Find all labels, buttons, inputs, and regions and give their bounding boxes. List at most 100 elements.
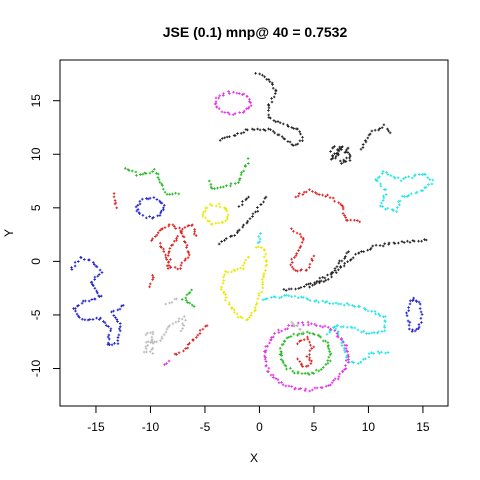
data-point [309,343,312,347]
data-point [388,131,392,135]
data-point [247,195,250,199]
data-point [408,241,412,244]
data-point [136,204,140,207]
data-point [367,355,371,359]
data-point [318,281,321,285]
data-point [345,302,349,305]
data-point [300,241,304,244]
data-point [339,302,343,306]
data-point [274,89,278,93]
data-point [343,348,346,352]
data-point [343,262,346,265]
data-point [230,307,233,310]
data-point [312,345,316,349]
data-point [407,309,410,312]
data-point [188,341,191,345]
data-point [131,169,134,173]
data-point [378,314,382,317]
data-point [230,270,233,274]
data-point [248,97,251,101]
data-point [245,94,249,98]
data-point [371,244,374,248]
data-point [156,214,159,218]
data-point [343,303,346,307]
data-point [340,204,344,207]
data-point [141,197,144,201]
data-point [242,223,245,227]
data-point [263,75,266,79]
data-point [344,255,347,258]
data-point [170,301,174,304]
data-point [282,361,285,365]
data-point [238,177,242,180]
data-point [268,341,271,345]
data-point [293,294,297,298]
data-point [151,332,155,336]
data-point [285,336,289,340]
data-point [127,169,131,172]
data-point [160,182,163,186]
data-point [354,252,357,256]
data-point [256,210,260,213]
data-point [236,229,240,233]
data-point [377,312,380,316]
data-point [336,302,340,306]
data-point [251,212,255,216]
data-point [294,269,297,272]
data-point [219,186,222,189]
data-point [198,332,202,335]
data-point [223,273,226,276]
data-point [254,72,257,75]
data-point [326,361,330,365]
data-point [291,369,295,373]
data-point [346,353,350,357]
data-point [341,369,344,373]
data-point [292,230,295,233]
data-point [382,123,386,127]
data-point [112,195,116,199]
data-point [298,340,301,343]
chart-title: JSE (0.1) mnp@ 40 = 0.7532 [163,24,348,40]
data-point [312,372,315,375]
data-point [75,312,79,316]
data-point [191,338,195,341]
data-point [273,131,276,135]
data-point [244,128,248,131]
data-point [93,263,96,266]
data-point [226,111,230,114]
data-point [258,72,261,76]
data-point [265,258,268,262]
x-tick-label: -10 [142,420,160,434]
data-point [187,292,191,295]
data-point [299,286,303,289]
data-point [174,320,178,324]
data-point [398,199,402,203]
data-point [70,266,73,269]
data-point [86,318,90,322]
data-point [301,136,304,139]
data-point [333,269,337,272]
data-point [251,127,254,131]
data-point [418,302,422,306]
data-point [258,237,262,241]
data-point [274,377,278,380]
data-point [287,294,290,298]
data-point [286,327,289,331]
data-point [382,194,385,198]
data-point [285,367,288,371]
data-point [418,307,422,310]
data-point [99,316,102,320]
data-point [307,282,310,286]
data-point [260,290,264,294]
data-point [308,389,311,393]
data-point [164,256,168,259]
data-point [217,221,220,225]
data-point [364,308,367,311]
data-point [168,301,171,305]
data-point [134,205,138,209]
data-point [346,219,349,222]
data-point [364,139,367,142]
data-point [380,350,383,354]
data-point [88,318,92,321]
data-point [141,172,145,176]
